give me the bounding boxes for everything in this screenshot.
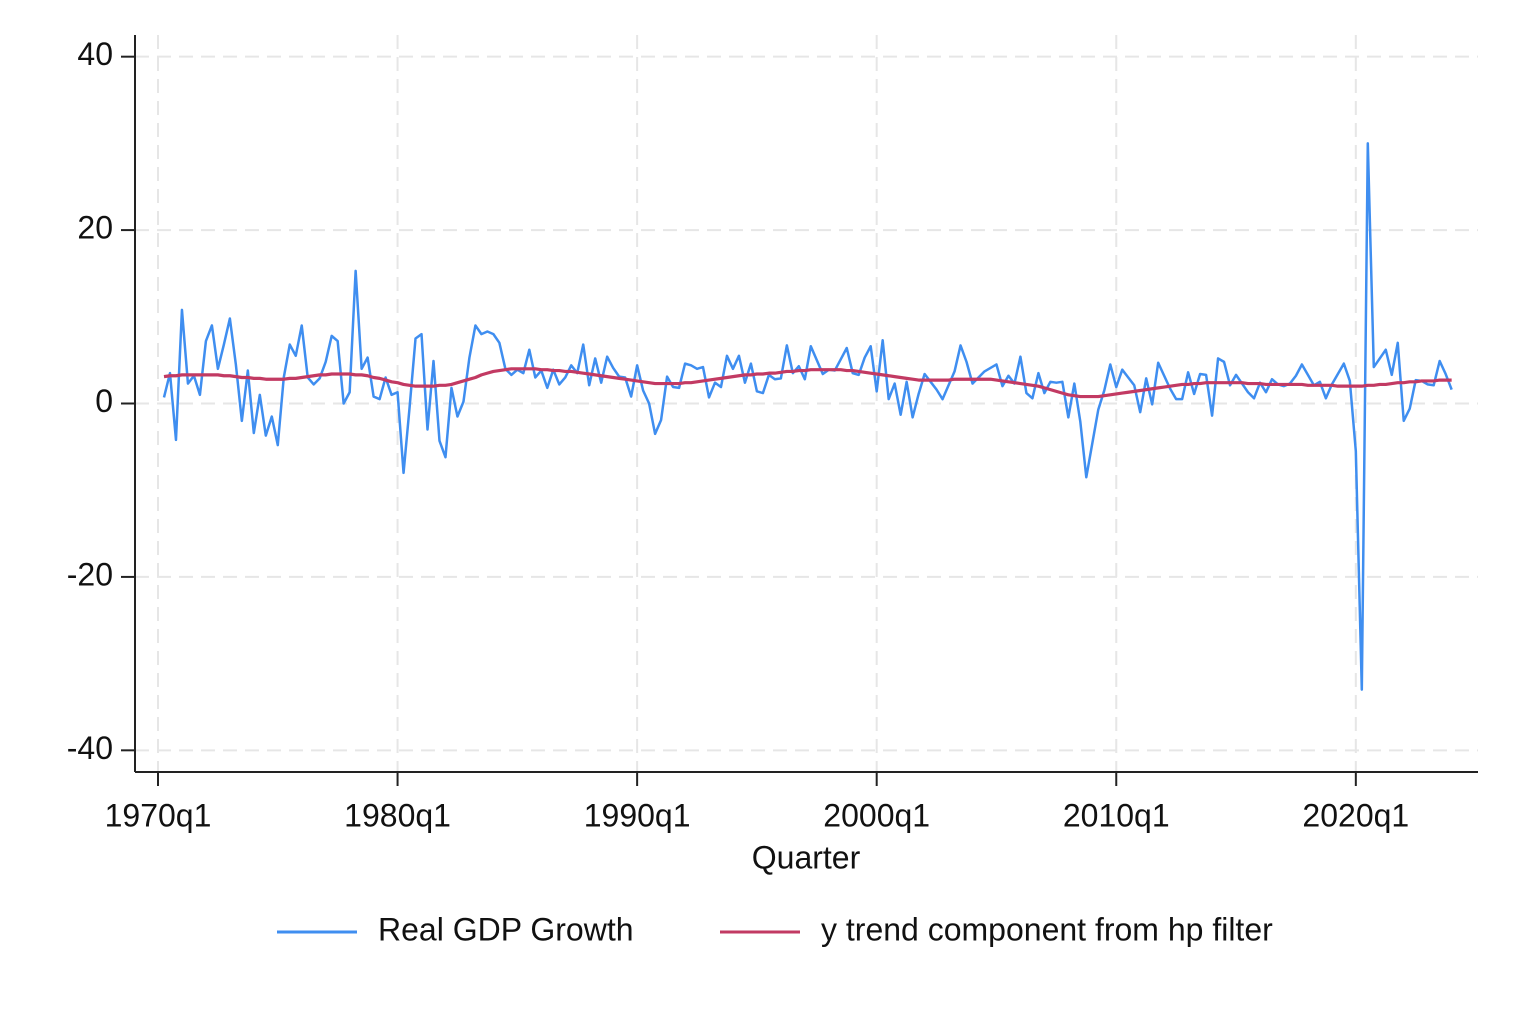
y-tick-label: -40 (67, 730, 113, 766)
y-tick-label: 20 (77, 210, 113, 246)
legend-label: y trend component from hp filter (821, 911, 1273, 947)
x-tick-label: 1980q1 (344, 797, 451, 833)
series-line (163, 367, 1452, 399)
x-tick-label: 2020q1 (1302, 797, 1409, 833)
x-tick-label: 1970q1 (105, 797, 212, 833)
x-tick-label: 1990q1 (584, 797, 691, 833)
x-tick-label: 2000q1 (823, 797, 930, 833)
x-tick-label: 2010q1 (1063, 797, 1170, 833)
x-axis-label: Quarter (752, 839, 861, 875)
legend-label: Real GDP Growth (378, 911, 634, 947)
series-line (162, 142, 1453, 691)
y-tick-label: 0 (95, 383, 113, 419)
y-tick-label: -20 (67, 556, 113, 592)
y-tick-label: 40 (77, 36, 113, 72)
